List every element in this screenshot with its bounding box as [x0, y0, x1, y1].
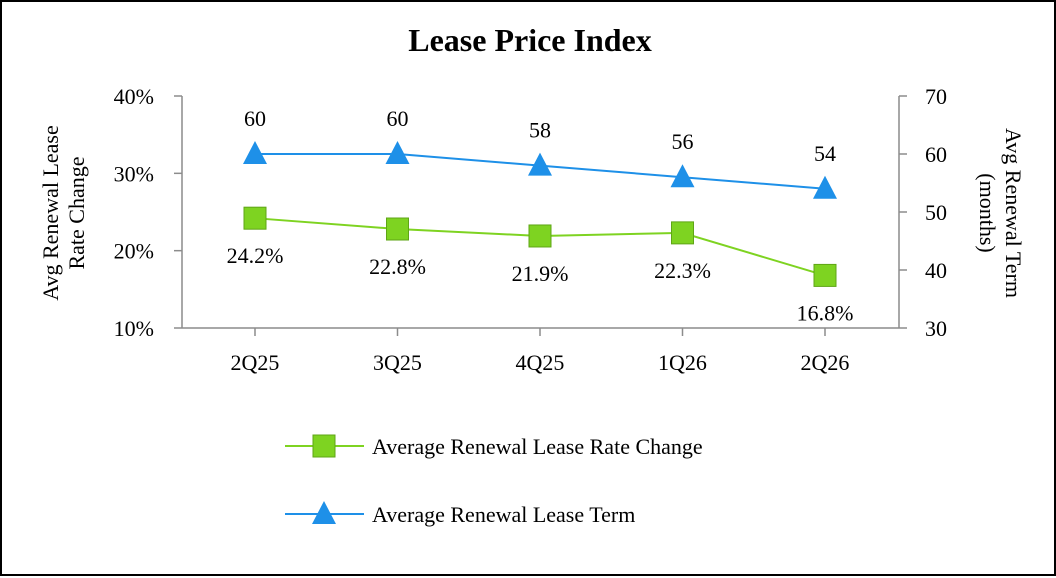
left-axis-title-line-1: Avg Renewal Lease: [38, 125, 63, 301]
left-tick-label: 40%: [114, 84, 154, 109]
data-label-rate-change: 16.8%: [797, 300, 854, 325]
data-point-triangle: [528, 152, 552, 176]
chart-title: Lease Price Index: [408, 22, 652, 58]
left-axis-title-line-2: Rate Change: [64, 156, 89, 269]
legend: Average Renewal Lease Rate Change Averag…: [285, 434, 703, 527]
data-label-lease-term: 56: [672, 129, 694, 154]
legend-marker-lease-term: [312, 501, 336, 524]
legend-label-rate-change: Average Renewal Lease Rate Change: [372, 434, 703, 459]
x-tick-label: 1Q26: [658, 350, 707, 375]
right-tick-label: 30: [925, 316, 947, 341]
x-tick-label: 3Q25: [373, 350, 422, 375]
data-point-triangle: [243, 141, 267, 164]
legend-marker-rate-change: [312, 434, 336, 458]
x-tick-label: 2Q25: [231, 350, 280, 375]
tick-labels: 10% 20% 30% 40% 30 40 50 60 70 2Q25 3Q25 4Q25 1Q26 2Q…: [114, 84, 947, 375]
data-point-square: [243, 206, 267, 230]
axes: [174, 95, 907, 336]
left-tick-label: 10%: [114, 316, 154, 341]
right-tick-label: 50: [925, 200, 947, 225]
data-point-square: [386, 217, 409, 241]
right-tick-label: 60: [925, 142, 947, 167]
data-label-rate-change: 21.9%: [512, 261, 569, 286]
series-layer: [243, 141, 837, 287]
right-tick-label: 70: [925, 84, 947, 109]
data-labels: 24.2% 22.8% 21.9% 22.3% 16.8% 60 60 58 56 54: [227, 106, 854, 325]
legend-label-lease-term: Average Renewal Lease Term: [372, 502, 635, 527]
left-tick-label: 20%: [114, 239, 154, 264]
data-label-rate-change: 22.8%: [369, 254, 426, 279]
data-label-rate-change: 22.3%: [654, 258, 711, 283]
left-tick-label: 30%: [114, 161, 154, 186]
data-point-square: [813, 263, 837, 287]
data-point-triangle: [670, 164, 695, 188]
data-point-triangle: [813, 175, 837, 199]
data-label-lease-term: 54: [814, 141, 836, 166]
right-axis-title-line-2: (months): [975, 173, 1000, 252]
x-tick-label: 2Q26: [801, 350, 850, 375]
data-label-lease-term: 58: [529, 118, 551, 143]
right-tick-label: 40: [925, 258, 947, 283]
right-axis-title-line-1: Avg Renewal Term: [1001, 128, 1026, 298]
data-label-lease-term: 60: [387, 106, 409, 131]
data-point-triangle: [385, 141, 410, 164]
data-label-rate-change: 24.2%: [227, 243, 284, 268]
data-label-lease-term: 60: [244, 106, 266, 131]
data-point-square: [671, 221, 694, 245]
x-tick-label: 4Q25: [516, 350, 565, 375]
data-point-square: [528, 224, 552, 248]
